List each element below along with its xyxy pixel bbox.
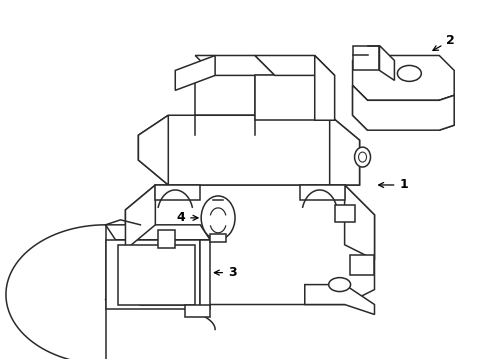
Polygon shape xyxy=(125,185,374,305)
Polygon shape xyxy=(254,75,314,120)
Polygon shape xyxy=(195,75,254,115)
Ellipse shape xyxy=(354,147,370,167)
Ellipse shape xyxy=(328,278,350,292)
Polygon shape xyxy=(105,225,210,240)
Polygon shape xyxy=(118,245,195,305)
Polygon shape xyxy=(334,205,354,222)
Polygon shape xyxy=(314,55,334,120)
Polygon shape xyxy=(158,230,175,248)
Text: 3: 3 xyxy=(214,266,236,279)
Polygon shape xyxy=(254,55,334,75)
Polygon shape xyxy=(140,285,185,305)
Polygon shape xyxy=(138,115,359,185)
Polygon shape xyxy=(438,95,453,130)
Text: 2: 2 xyxy=(432,34,454,50)
Text: 1: 1 xyxy=(378,179,407,192)
Polygon shape xyxy=(344,185,374,260)
Polygon shape xyxy=(352,45,379,71)
Polygon shape xyxy=(195,55,274,75)
Polygon shape xyxy=(379,45,394,80)
Polygon shape xyxy=(185,305,210,318)
Polygon shape xyxy=(352,85,367,130)
Text: 4: 4 xyxy=(176,211,198,224)
Polygon shape xyxy=(349,255,374,275)
Polygon shape xyxy=(200,240,210,310)
Ellipse shape xyxy=(201,196,235,240)
Polygon shape xyxy=(175,55,215,90)
Polygon shape xyxy=(155,185,200,200)
Polygon shape xyxy=(125,185,155,250)
Polygon shape xyxy=(299,185,344,200)
Polygon shape xyxy=(329,115,359,185)
Ellipse shape xyxy=(397,66,421,81)
Polygon shape xyxy=(105,240,200,310)
Polygon shape xyxy=(304,285,374,315)
Polygon shape xyxy=(210,234,225,242)
Polygon shape xyxy=(352,85,453,130)
Polygon shape xyxy=(138,115,168,185)
Polygon shape xyxy=(352,55,453,100)
Ellipse shape xyxy=(358,152,366,162)
